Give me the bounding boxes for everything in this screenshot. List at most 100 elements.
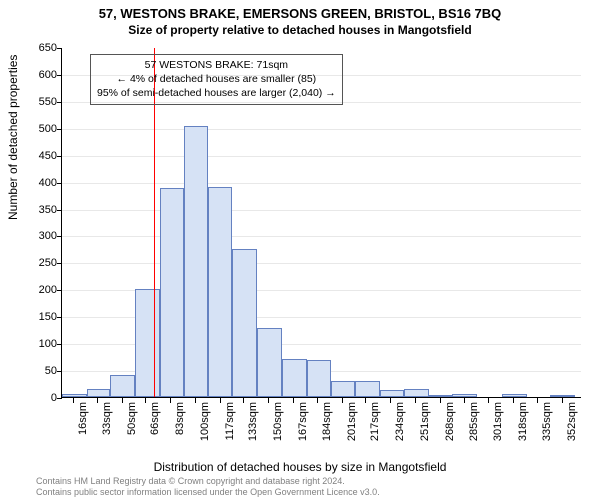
x-tick-label: 117sqm	[224, 402, 236, 440]
y-tick-mark	[57, 210, 62, 211]
x-tick-label: 33sqm	[101, 402, 113, 435]
x-tick-mark	[243, 398, 244, 403]
x-tick-label: 50sqm	[126, 402, 138, 435]
x-tick-mark	[415, 398, 416, 403]
x-tick-label: 16sqm	[77, 402, 89, 435]
histogram-bar	[208, 187, 233, 397]
y-tick-mark	[57, 371, 62, 372]
y-tick-mark	[57, 263, 62, 264]
plot-canvas: 57 WESTONS BRAKE: 71sqm← 4% of detached …	[61, 48, 581, 398]
x-tick-label: 217sqm	[369, 402, 381, 441]
x-tick-mark	[342, 398, 343, 403]
y-tick-label: 350	[17, 204, 57, 216]
x-tick-mark	[268, 398, 269, 403]
y-tick-label: 600	[17, 69, 57, 81]
y-tick-label: 250	[17, 257, 57, 269]
y-tick-label: 400	[17, 177, 57, 189]
annotation-line: ← 4% of detached houses are smaller (85)	[97, 72, 336, 86]
x-tick-label: 285sqm	[468, 402, 480, 441]
x-tick-mark	[145, 398, 146, 403]
annotation-line: 95% of semi-detached houses are larger (…	[97, 86, 336, 100]
x-tick-mark	[170, 398, 171, 403]
y-tick-label: 0	[17, 392, 57, 404]
x-tick-label: 66sqm	[149, 402, 161, 435]
histogram-bar	[135, 289, 160, 397]
gridline	[62, 236, 581, 237]
gridline	[62, 183, 581, 184]
y-tick-label: 300	[17, 230, 57, 242]
x-tick-label: 133sqm	[247, 402, 259, 441]
x-tick-mark	[73, 398, 74, 403]
x-tick-label: 150sqm	[272, 402, 284, 441]
histogram-bar	[184, 126, 207, 397]
x-tick-mark	[562, 398, 563, 403]
y-tick-mark	[57, 183, 62, 184]
x-tick-mark	[440, 398, 441, 403]
histogram-bar	[110, 375, 135, 397]
x-tick-mark	[122, 398, 123, 403]
gridline	[62, 210, 581, 211]
histogram-bar	[257, 328, 282, 397]
gridline	[62, 263, 581, 264]
histogram-bar	[282, 359, 307, 397]
y-tick-label: 50	[17, 365, 57, 377]
histogram-bar	[160, 188, 185, 397]
x-tick-mark	[513, 398, 514, 403]
x-tick-label: 234sqm	[394, 402, 406, 441]
y-tick-mark	[57, 236, 62, 237]
x-axis-label: Distribution of detached houses by size …	[0, 460, 600, 474]
annotation-box: 57 WESTONS BRAKE: 71sqm← 4% of detached …	[90, 54, 343, 105]
x-tick-mark	[390, 398, 391, 403]
y-tick-label: 100	[17, 338, 57, 350]
footer-line-1: Contains HM Land Registry data © Crown c…	[36, 476, 564, 486]
histogram-bar	[404, 389, 429, 397]
histogram-bar	[331, 381, 354, 397]
y-tick-mark	[57, 290, 62, 291]
gridline	[62, 129, 581, 130]
histogram-bar	[307, 360, 332, 397]
x-tick-mark	[97, 398, 98, 403]
y-tick-mark	[57, 48, 62, 49]
chart-container: 57, WESTONS BRAKE, EMERSONS GREEN, BRIST…	[0, 0, 600, 500]
x-tick-label: 318sqm	[517, 402, 529, 441]
footer-line-2: Contains public sector information licen…	[36, 487, 564, 497]
histogram-bar	[355, 381, 380, 397]
x-tick-label: 335sqm	[541, 402, 553, 441]
x-tick-label: 184sqm	[321, 402, 333, 441]
histogram-bar	[62, 394, 87, 397]
x-tick-mark	[488, 398, 489, 403]
y-tick-mark	[57, 102, 62, 103]
histogram-bar	[452, 394, 477, 397]
y-tick-label: 500	[17, 123, 57, 135]
y-tick-label: 450	[17, 150, 57, 162]
x-tick-mark	[293, 398, 294, 403]
gridline	[62, 156, 581, 157]
histogram-bar	[87, 389, 110, 397]
y-tick-mark	[57, 344, 62, 345]
y-tick-label: 650	[17, 42, 57, 54]
x-tick-mark	[537, 398, 538, 403]
histogram-bar	[232, 249, 257, 397]
y-tick-mark	[57, 317, 62, 318]
histogram-bar	[429, 395, 452, 397]
y-tick-label: 550	[17, 96, 57, 108]
chart-title-line2: Size of property relative to detached ho…	[0, 21, 600, 37]
chart-title-line1: 57, WESTONS BRAKE, EMERSONS GREEN, BRIST…	[0, 0, 600, 21]
histogram-bar	[550, 395, 575, 397]
y-tick-label: 200	[17, 284, 57, 296]
x-tick-label: 251sqm	[419, 402, 431, 441]
x-tick-label: 268sqm	[444, 402, 456, 441]
histogram-bar	[380, 390, 405, 397]
plot-area: 57 WESTONS BRAKE: 71sqm← 4% of detached …	[61, 48, 581, 422]
x-tick-mark	[220, 398, 221, 403]
x-tick-mark	[365, 398, 366, 403]
y-tick-mark	[57, 75, 62, 76]
x-tick-mark	[317, 398, 318, 403]
y-tick-mark	[57, 129, 62, 130]
x-tick-label: 83sqm	[174, 402, 186, 435]
x-tick-mark	[464, 398, 465, 403]
x-tick-label: 167sqm	[297, 402, 309, 441]
x-tick-label: 352sqm	[566, 402, 578, 441]
footer-attribution: Contains HM Land Registry data © Crown c…	[0, 474, 600, 500]
x-tick-label: 301sqm	[492, 402, 504, 441]
